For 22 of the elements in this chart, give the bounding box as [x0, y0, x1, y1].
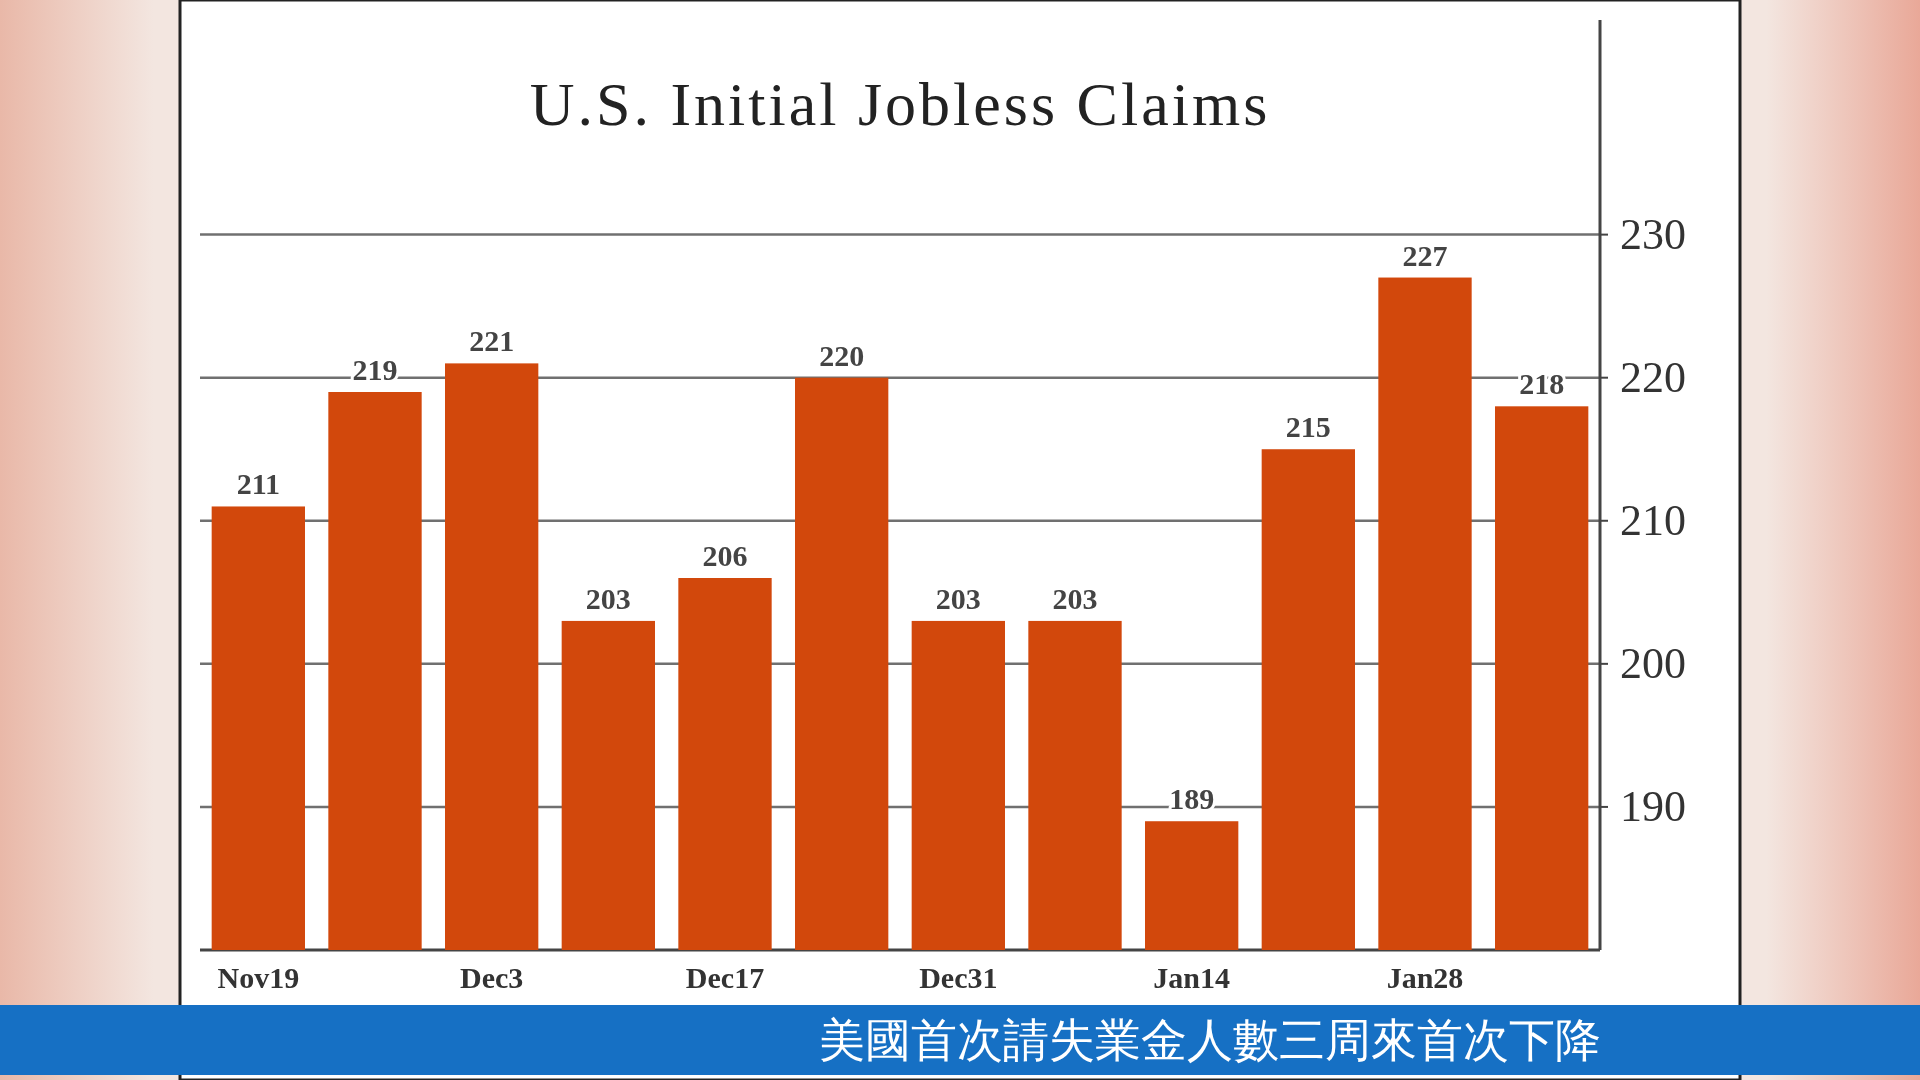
x-tick-label: Dec17: [685, 961, 765, 994]
text: U.S. Initial Jobless Claims: [529, 70, 1271, 138]
x-tick-label: Jan28: [1386, 961, 1464, 994]
text: 美國首次請失業金人數三周來首次下降: [819, 1013, 1601, 1067]
data-label: 211: [236, 467, 281, 501]
data-label: 215: [1285, 410, 1331, 444]
data-label: 203: [935, 581, 981, 615]
x-tick-label: Dec3: [460, 961, 524, 994]
data-label: 221: [469, 324, 515, 358]
y-tick-label: 210: [1620, 495, 1686, 545]
y-tick-label: 200: [1620, 638, 1686, 688]
x-tick-label: Jan14: [1153, 961, 1231, 994]
data-label: 227: [1402, 238, 1448, 272]
data-label: 220: [819, 338, 865, 372]
y-tick-label: 220: [1620, 352, 1686, 402]
y-tick-label: 190: [1620, 781, 1686, 831]
y-tick-label: 230: [1620, 209, 1686, 259]
data-label: 206: [702, 539, 748, 572]
data-label: 203: [1052, 581, 1098, 615]
x-tick-label: Dec31: [919, 961, 998, 994]
x-tick-label: Nov19: [217, 961, 300, 994]
data-label: 203: [585, 581, 631, 615]
